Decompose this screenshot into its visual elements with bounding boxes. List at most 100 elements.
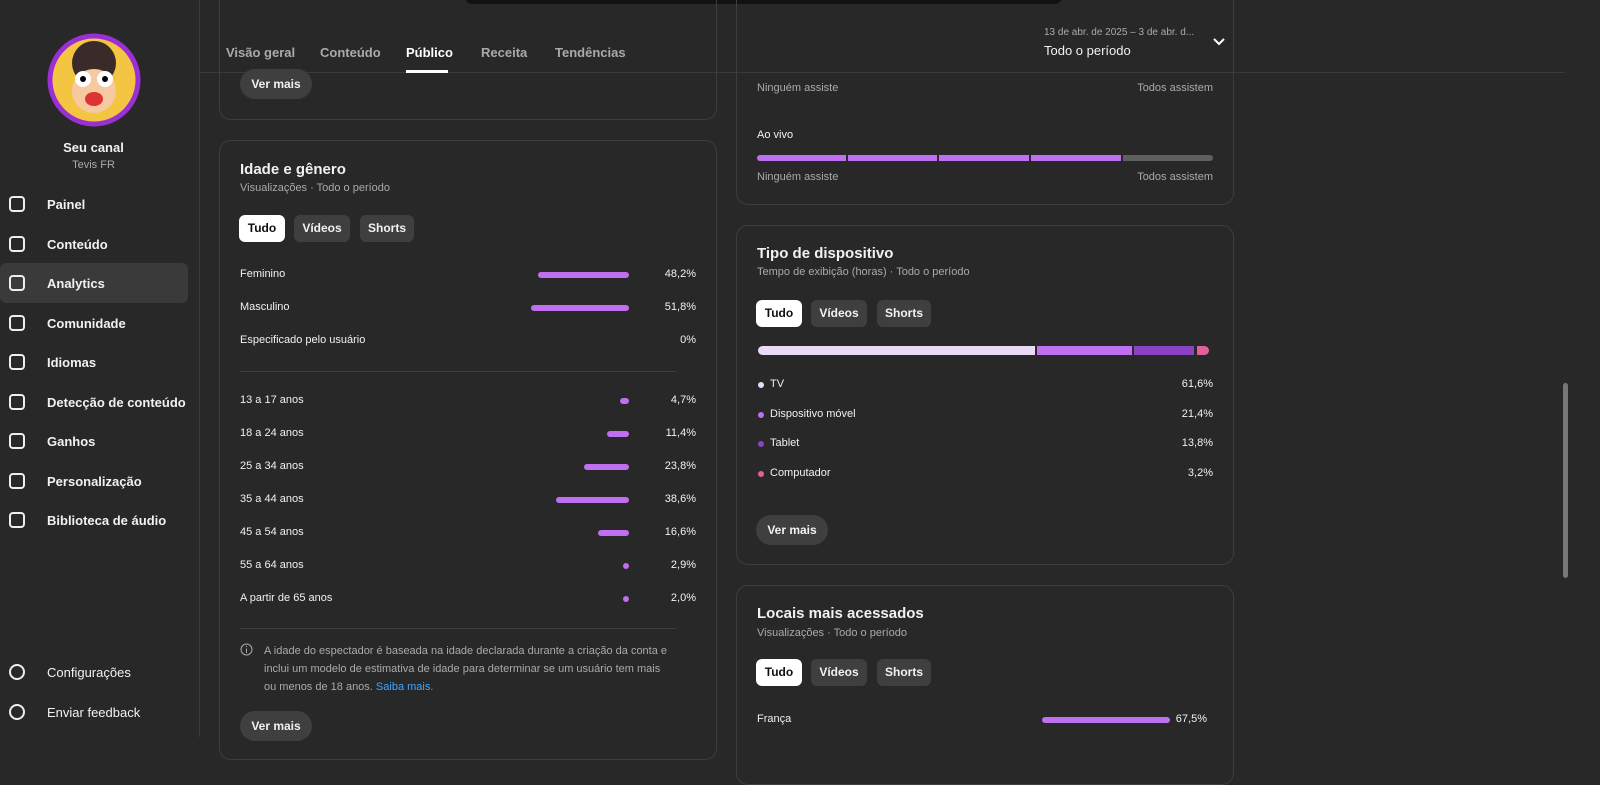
divider	[240, 628, 676, 629]
filter-chip[interactable]: Vídeos	[811, 300, 867, 327]
row-label: Ao vivo	[757, 129, 794, 141]
nav-item[interactable]: Ganhos	[47, 434, 96, 449]
nav-item[interactable]: Comunidade	[47, 315, 126, 331]
avatar[interactable]	[47, 33, 141, 127]
bar	[623, 596, 629, 602]
legend-dot	[758, 411, 764, 418]
scale-label: Todos assistem	[1137, 171, 1213, 183]
tab[interactable]: Receita	[481, 45, 528, 60]
legend-value: 21,4%	[1181, 407, 1213, 420]
nav-icon	[9, 472, 25, 489]
nav-icon	[9, 664, 25, 680]
filter-chip[interactable]: Shorts	[877, 300, 931, 327]
card-title: Idade e gênero	[240, 161, 346, 178]
channel-handle: Tevis FR	[72, 159, 115, 171]
value-label: 16,6%	[664, 526, 696, 538]
row-label: 25 a 34 anos	[240, 460, 304, 472]
card-subtitle: Visualizações · Todo o período	[757, 627, 908, 639]
filter-chip[interactable]: Tudo	[756, 659, 802, 686]
dropdown-chevron[interactable]	[1212, 37, 1226, 47]
legend-dot	[758, 441, 764, 448]
filter-chip[interactable]: Tudo	[756, 300, 802, 327]
legend-value: 61,6%	[1181, 378, 1213, 390]
info-icon	[240, 643, 253, 656]
card-subtitle: Tempo de exibição (horas) · Todo o perío…	[757, 266, 970, 278]
stacked-segment	[758, 346, 1036, 355]
nav-item[interactable]: Analytics	[47, 276, 105, 291]
tab[interactable]: Tendências	[555, 45, 626, 60]
card-title: Tipo de dispositivo	[757, 245, 894, 262]
legend-dot	[758, 382, 764, 388]
date-range[interactable]: 13 de abr. de 2025 – 3 de abr. d...	[1044, 27, 1195, 38]
value-label: 2,0%	[670, 592, 696, 604]
row-label: 55 a 64 anos	[240, 559, 304, 571]
bar	[623, 563, 629, 569]
filter-chip[interactable]: Vídeos	[294, 215, 350, 242]
nav-item[interactable]: Configurações	[47, 665, 131, 680]
button[interactable]: Ver mais	[756, 515, 828, 545]
card: Idade e gênero Visualizações · Todo o pe…	[219, 140, 717, 760]
tab[interactable]: Conteúdo	[320, 45, 381, 60]
value-label: 11,4%	[665, 427, 696, 439]
row-label: 45 a 54 anos	[240, 526, 304, 538]
nav-item[interactable]: Personalização	[47, 473, 142, 489]
scale-label: Ninguém assiste	[757, 171, 839, 183]
card-title: Locais mais acessados	[757, 605, 924, 622]
channel-name: Seu canal	[63, 140, 124, 155]
tab[interactable]: Público	[406, 45, 453, 60]
tab[interactable]: Visão geral	[226, 45, 296, 60]
row-label: Feminino	[240, 268, 286, 280]
filter-chip[interactable]: Tudo	[239, 215, 285, 242]
value-label: 51,8%	[664, 301, 696, 313]
bar	[556, 497, 629, 503]
bar	[531, 305, 629, 311]
note: A idade do espectador é baseada na idade…	[264, 642, 674, 696]
nav-icon	[9, 235, 25, 252]
active-item-bg	[0, 263, 188, 303]
card-subtitle: Visualizações · Todo o período	[240, 182, 391, 194]
scale-label: Ninguém assiste	[757, 82, 839, 94]
active-tab-underline	[406, 70, 448, 73]
row-label: 35 a 44 anos	[240, 493, 304, 505]
stacked-segment	[1037, 346, 1132, 355]
sidebar: Seu canal Tevis FR Painel Conteúdo Analyti…	[0, 0, 200, 737]
value-label: 23,8%	[664, 460, 696, 472]
value-label: 67,5%	[1175, 713, 1207, 725]
filter-chip[interactable]: Shorts	[877, 659, 931, 686]
nav-item[interactable]: Detecção de conteúdo	[47, 394, 186, 410]
divider	[240, 371, 676, 372]
filter-chip[interactable]: Shorts	[360, 215, 414, 242]
nav-icon	[9, 196, 25, 212]
bar	[584, 464, 629, 470]
retention-bar	[757, 155, 1213, 161]
search-bar[interactable]	[465, 0, 1062, 4]
legend-value: 3,2%	[1187, 467, 1213, 480]
nav-icon	[9, 314, 25, 331]
nav-icon	[9, 433, 25, 449]
nav-item[interactable]: Idiomas	[47, 355, 97, 370]
nav-item[interactable]: Painel	[47, 197, 86, 212]
nav-item[interactable]: Biblioteca de áudio	[47, 513, 167, 528]
link[interactable]: Saiba mais.	[375, 681, 434, 693]
nav-item[interactable]: Conteúdo	[47, 236, 108, 252]
period[interactable]: Todo o período	[1044, 43, 1131, 58]
nav-icon	[9, 512, 25, 528]
card: Ver mais	[219, 0, 717, 120]
scrollbar[interactable]	[1563, 383, 1568, 578]
note-text: A idade do espectador é baseada na idade…	[264, 645, 668, 693]
nav-item[interactable]: Enviar feedback	[47, 705, 141, 720]
bar	[597, 530, 629, 536]
row-label: A partir de 65 anos	[240, 592, 333, 604]
bar	[537, 272, 629, 278]
card: Locais mais acessados Visualizações · To…	[736, 585, 1234, 785]
stacked-segment	[1196, 346, 1209, 355]
legend-label: Tablet	[770, 437, 800, 450]
card: Tipo de dispositivo Tempo de exibição (h…	[736, 225, 1234, 565]
filter-chip[interactable]: Vídeos	[811, 659, 867, 686]
tab-divider	[200, 72, 1565, 73]
stacked-segment	[1133, 346, 1195, 355]
button[interactable]: Ver mais	[240, 711, 312, 741]
button[interactable]: Ver mais	[240, 69, 312, 99]
value-label: 48,2%	[664, 268, 696, 280]
